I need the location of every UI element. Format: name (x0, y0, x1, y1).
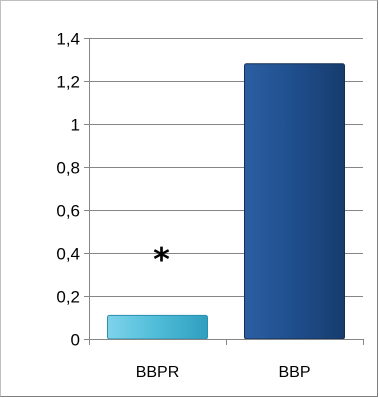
x-tick-label: BBPR (136, 364, 180, 381)
y-axis-ticks: 0 0,2 0,4 0,6 0,8 1 1,2 1,4 (56, 30, 364, 350)
y-tick-label: 0,2 (56, 288, 80, 307)
x-axis-labels: BBPR BBP (136, 364, 311, 381)
y-tick-label: 0,6 (56, 202, 80, 221)
y-tick-label: 0,8 (56, 159, 80, 178)
y-tick-label: 1,4 (56, 30, 80, 49)
y-tick-label: 1 (71, 116, 80, 135)
bars (106, 63, 346, 340)
x-tick-label: BBP (278, 364, 310, 381)
bar-bbp (243, 63, 346, 340)
significance-asterisk: * (153, 240, 170, 278)
annotations: * (153, 240, 170, 278)
y-tick-label: 0,4 (56, 245, 80, 264)
y-tick-label: 0 (71, 331, 80, 350)
gridlines (89, 38, 363, 297)
y-tick-label: 1,2 (56, 73, 80, 92)
bar-bbpr (106, 314, 209, 340)
